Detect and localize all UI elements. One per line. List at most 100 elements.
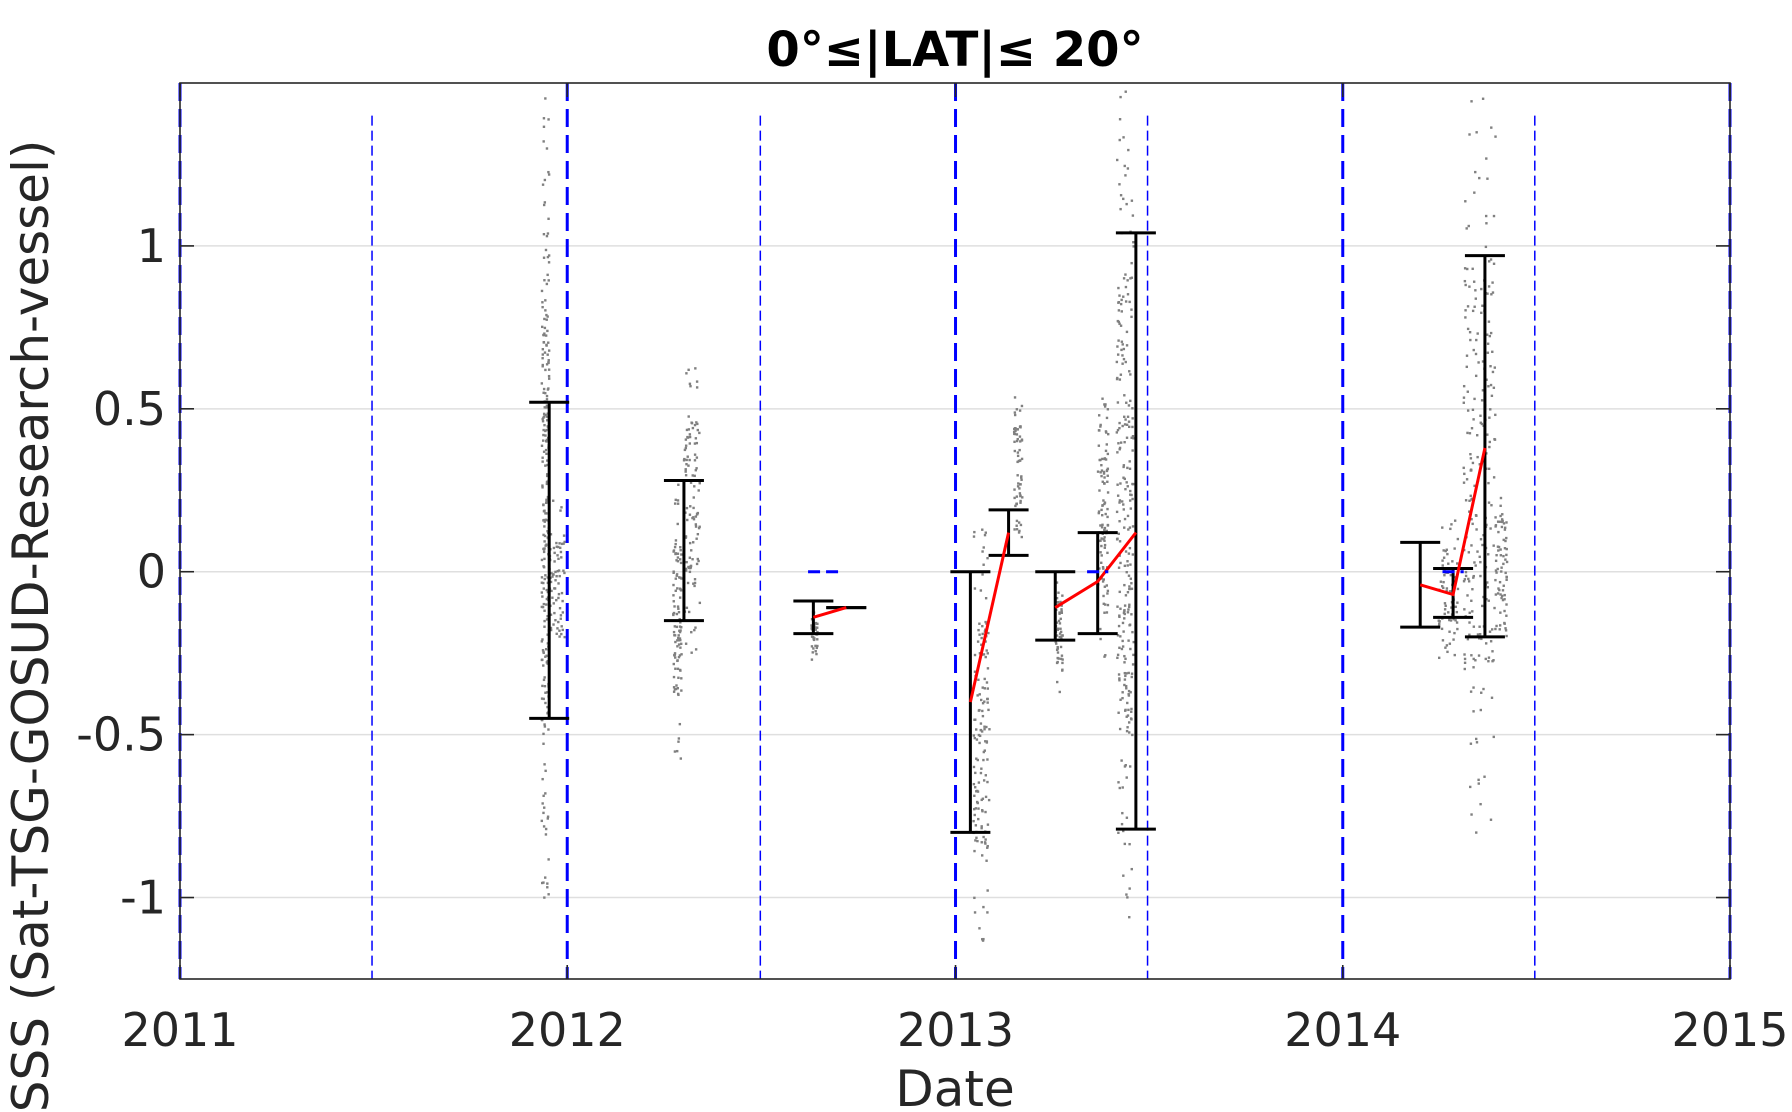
scatter-point [1472, 666, 1475, 669]
scatter-point [1019, 426, 1022, 429]
scatter-point [1122, 277, 1126, 280]
scatter-point [1463, 653, 1466, 656]
scatter-point [680, 642, 683, 646]
scatter-point [1489, 365, 1492, 368]
scatter-point [1061, 658, 1064, 661]
scatter-point [542, 233, 546, 236]
scatter-point [697, 526, 701, 530]
scatter-point [977, 817, 980, 821]
scatter-point [543, 547, 546, 550]
scatter-point [1057, 591, 1060, 594]
scatter-point [1103, 502, 1106, 506]
scatter-point [545, 588, 548, 592]
scatter-point [1127, 708, 1130, 712]
scatter-point [1097, 511, 1100, 515]
scatter-point [1020, 457, 1024, 461]
scatter-point [673, 653, 677, 656]
scatter-point [976, 758, 979, 762]
scatter-point [543, 351, 547, 354]
scatter-point [559, 614, 563, 617]
scatter-point [542, 664, 545, 667]
scatter-point [1442, 580, 1445, 584]
scatter-point [1481, 604, 1484, 608]
scatter-point [1481, 389, 1485, 392]
scatter-point [691, 558, 694, 561]
scatter-point [1476, 633, 1480, 636]
scatter-point [678, 722, 682, 726]
scatter-point [1502, 562, 1505, 566]
scatter-point [1130, 710, 1133, 713]
scatter-point [540, 382, 544, 385]
scatter-point [1123, 678, 1127, 681]
scatter-point [676, 552, 680, 555]
scatter-point [546, 882, 549, 885]
scatter-point [688, 435, 692, 439]
scatter-point [545, 452, 548, 456]
scatter-point [1118, 378, 1122, 381]
scatter-point [1106, 589, 1110, 593]
scatter-point [983, 677, 986, 681]
scatter-point [1477, 654, 1481, 657]
scatter-point [1468, 510, 1471, 513]
scatter-point [983, 533, 987, 537]
scatter-point [547, 118, 550, 121]
scatter-point [674, 542, 677, 546]
scatter-point [1119, 194, 1123, 197]
scatter-point [1128, 731, 1131, 734]
scatter-point [1473, 484, 1476, 488]
scatter-point [541, 417, 544, 421]
scatter-point [1487, 660, 1490, 663]
scatter-point [1015, 519, 1019, 523]
scatter-point [1443, 602, 1447, 605]
scatter-point [1449, 619, 1453, 622]
scatter-point [1056, 647, 1060, 650]
scatter-point [1120, 647, 1124, 651]
scatter-point [1121, 354, 1124, 357]
scatter-point [1449, 527, 1452, 531]
scatter-point [1019, 523, 1023, 527]
scatter-point [1468, 133, 1471, 136]
scatter-point [542, 256, 546, 259]
scatter-point [983, 749, 987, 752]
scatter-point [690, 549, 693, 552]
scatter-point [1016, 428, 1019, 431]
scatter-point [1445, 644, 1449, 647]
scatter-point [559, 617, 562, 620]
scatter-point [983, 725, 986, 728]
scatter-point [982, 563, 985, 566]
scatter-point [1123, 526, 1126, 529]
scatter-point [695, 386, 699, 389]
scatter-point [1123, 477, 1126, 481]
scatter-point [978, 693, 981, 696]
scatter-point [1493, 437, 1496, 441]
scatter-point [1019, 494, 1022, 498]
scatter-point [1472, 348, 1475, 352]
scatter-point [1129, 399, 1132, 403]
scatter-point [544, 391, 547, 395]
scatter-point [1464, 316, 1467, 319]
scatter-point [983, 841, 987, 844]
scatter-point [544, 429, 547, 433]
scatter-point [1440, 585, 1444, 588]
scatter-point [1116, 494, 1120, 497]
scatter-point [558, 542, 561, 545]
scatter-point [543, 676, 546, 679]
scatter-point [1118, 646, 1121, 649]
scatter-point [562, 542, 565, 545]
scatter-point [1450, 523, 1453, 526]
scatter-point [546, 232, 550, 235]
scatter-point [1056, 601, 1060, 604]
scatter-point [686, 581, 690, 585]
scatter-point [1131, 482, 1135, 486]
scatter-point [1129, 373, 1132, 376]
scatter-point [557, 557, 560, 561]
scatter-point [541, 777, 544, 781]
scatter-point [544, 701, 547, 705]
mean-line [968, 532, 1011, 703]
scatter-point [1465, 227, 1468, 230]
scatter-point [1479, 574, 1482, 578]
scatter-point [541, 353, 544, 356]
scatter-point [543, 896, 546, 899]
scatter-point [1017, 531, 1021, 534]
scatter-point [983, 728, 986, 731]
